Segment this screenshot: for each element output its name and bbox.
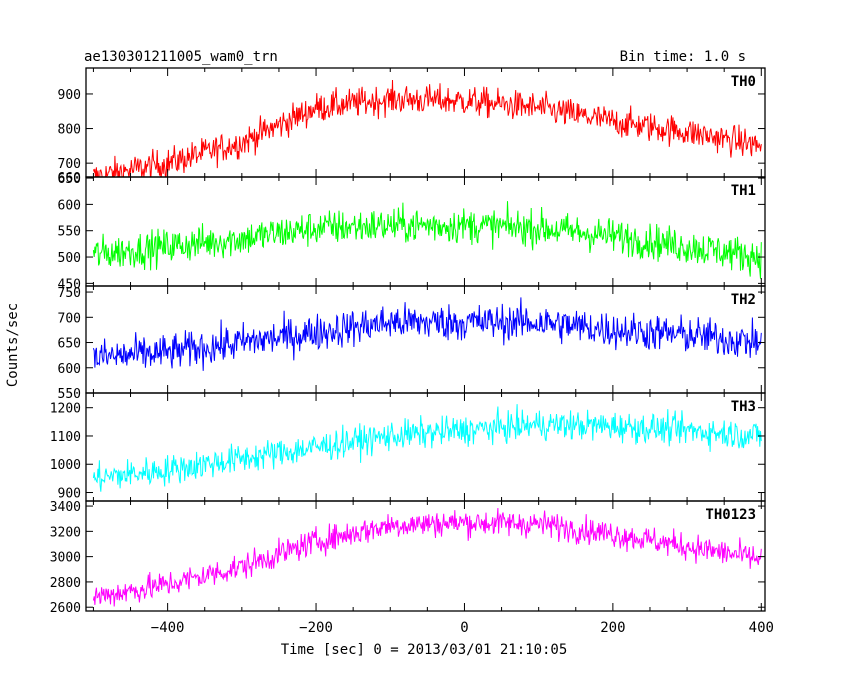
series-line-th3 (92, 404, 762, 492)
x-axis: −400 −200 0 200 400 (151, 620, 774, 636)
x-tick-label: 0 (460, 620, 468, 636)
panel-frame (85, 176, 766, 287)
panel-name-label: TH2 (731, 292, 756, 308)
y-tick-label: 700 (58, 157, 81, 172)
y-tick-label: 600 (58, 198, 81, 213)
y-tick-label: 700 (58, 311, 81, 326)
x-tick-label: 400 (749, 620, 774, 636)
panel-name-label: TH3 (731, 399, 756, 415)
y-tick-label: 650 (58, 172, 81, 187)
y-tick-label: 600 (58, 362, 81, 377)
panel-frame (85, 500, 766, 612)
panel-name-label: TH1 (731, 183, 756, 199)
chart-title: ae130301211005_wam0_trn (84, 49, 278, 65)
x-axis-label: Time [sec] 0 = 2013/03/01 21:10:05 (281, 642, 568, 658)
panel-name-label: TH0 (731, 74, 756, 90)
series-line-th1 (92, 201, 762, 279)
y-tick-label: 2600 (50, 601, 81, 616)
x-tick-label: −400 (151, 620, 185, 636)
panel-frame (85, 67, 766, 178)
y-tick-label: 900 (58, 88, 81, 103)
x-tick-label: −200 (299, 620, 333, 636)
y-tick-label: 550 (58, 225, 81, 240)
panel-th2: 550 600 650 700 750 TH2 (58, 285, 766, 402)
series-line-th2 (92, 297, 762, 371)
y-tick-label: 3400 (50, 500, 81, 515)
panel-name-label: TH0123 (705, 507, 756, 523)
series-line-th0123 (92, 507, 762, 607)
y-tick-label: 650 (58, 337, 81, 352)
y-tick-label: 500 (58, 251, 81, 266)
x-tick-label: 200 (600, 620, 625, 636)
y-tick-label: 900 (58, 487, 81, 502)
y-tick-label: 1000 (50, 458, 81, 473)
y-tick-label: 550 (58, 387, 81, 402)
y-tick-label: 660 (58, 171, 81, 186)
bin-time-label: Bin time: 1.0 s (620, 49, 746, 65)
panel-th1: 450 500 550 600 650 TH1 (58, 172, 766, 292)
y-axis-label: Counts/sec (5, 303, 21, 387)
y-tick-label: 3200 (50, 525, 81, 540)
y-tick-label: 450 (58, 277, 81, 292)
panel-th0123: 2600 2800 3000 3200 3400 TH0123 (50, 500, 766, 616)
y-tick-label: 1200 (50, 402, 81, 417)
panel-th3: 900 1000 1100 1200 TH3 (50, 392, 766, 502)
y-tick-label: 2800 (50, 576, 81, 591)
y-tick-label: 3000 (50, 551, 81, 566)
panels-group: 660700800900TH0450500550600650TH15506006… (50, 67, 766, 616)
y-tick-label: 800 (58, 123, 81, 138)
y-tick-label: 750 (58, 286, 81, 301)
y-tick-label: 1100 (50, 430, 81, 445)
series-line-th0 (92, 79, 762, 177)
